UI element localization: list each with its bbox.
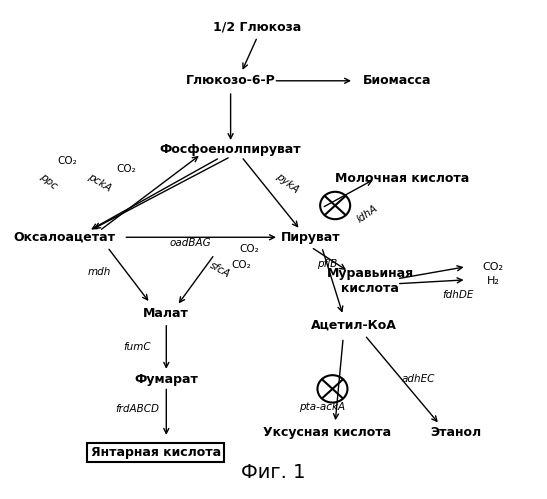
- Text: ppc: ppc: [38, 171, 59, 191]
- Text: CO₂: CO₂: [483, 261, 504, 271]
- Text: CO₂: CO₂: [240, 245, 259, 254]
- Text: H₂: H₂: [487, 276, 500, 286]
- Text: fumC: fumC: [123, 342, 150, 352]
- Text: Янтарная кислота: Янтарная кислота: [90, 446, 220, 459]
- Text: Ацетил-КоА: Ацетил-КоА: [311, 319, 397, 332]
- Text: Муравьиная
кислота: Муравьиная кислота: [327, 267, 414, 295]
- Text: Малат: Малат: [143, 306, 189, 319]
- Text: Оксалоацетат: Оксалоацетат: [14, 231, 115, 244]
- Text: Этанол: Этанол: [430, 426, 481, 440]
- Text: Фиг. 1: Фиг. 1: [241, 463, 306, 482]
- Text: Пируват: Пируват: [281, 231, 341, 244]
- Text: Молочная кислота: Молочная кислота: [335, 172, 469, 185]
- Text: adhEC: adhEC: [401, 374, 435, 384]
- Text: sfcA: sfcA: [208, 260, 232, 280]
- Text: Биомасса: Биомасса: [363, 74, 431, 87]
- Text: Глюкозо-6-Р: Глюкозо-6-Р: [186, 74, 276, 87]
- Text: Фосфоенолпируват: Фосфоенолпируват: [160, 143, 301, 156]
- Text: oadBAG: oadBAG: [170, 238, 211, 248]
- Text: pta-ackA: pta-ackA: [299, 402, 345, 412]
- Text: Фумарат: Фумарат: [135, 373, 198, 386]
- Text: pckA: pckA: [86, 172, 113, 194]
- Text: pflB: pflB: [317, 259, 337, 269]
- Text: fdhDE: fdhDE: [443, 290, 474, 300]
- Text: frdABCD: frdABCD: [115, 404, 159, 414]
- Text: mdh: mdh: [88, 266, 111, 276]
- Text: CO₂: CO₂: [116, 164, 136, 174]
- Text: CO₂: CO₂: [231, 260, 251, 270]
- Text: CO₂: CO₂: [57, 157, 77, 167]
- Text: 1/2 Глюкоза: 1/2 Глюкоза: [213, 20, 301, 33]
- Text: ldhA: ldhA: [355, 204, 380, 225]
- Text: Уксусная кислота: Уксусная кислота: [263, 426, 391, 440]
- Text: pykA: pykA: [274, 172, 300, 196]
